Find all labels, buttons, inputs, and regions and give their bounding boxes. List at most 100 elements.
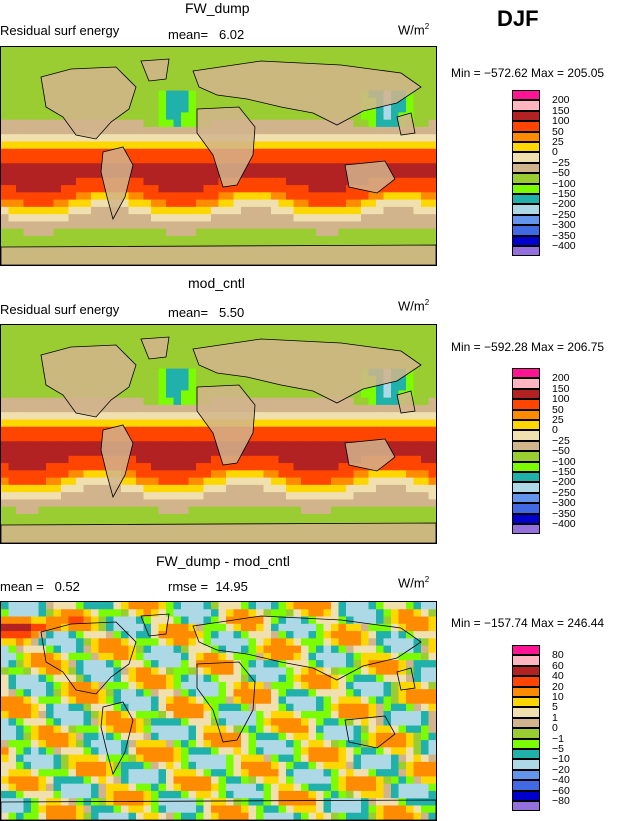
heatmap-cell — [39, 718, 47, 726]
heatmap-cell — [189, 325, 197, 333]
heatmap-cell — [294, 156, 302, 164]
heatmap-cell — [316, 609, 324, 617]
heatmap-cell — [181, 762, 189, 770]
heatmap-cell — [1, 449, 9, 457]
heatmap-cell — [324, 332, 332, 340]
heatmap-cell — [1, 653, 9, 661]
heatmap-cell — [136, 127, 144, 135]
heatmap-cell — [271, 427, 279, 435]
heatmap-cell — [264, 638, 272, 646]
heatmap-cell — [16, 178, 24, 186]
heatmap-cell — [166, 718, 174, 726]
heatmap-cell — [84, 653, 92, 661]
heatmap-cell — [91, 185, 99, 193]
heatmap-cell — [39, 485, 47, 493]
heatmap-cell — [174, 631, 182, 639]
heatmap-cell — [181, 631, 189, 639]
heatmap-cell — [114, 332, 122, 340]
heatmap-cell — [24, 704, 32, 712]
heatmap-cell — [391, 463, 399, 471]
heatmap-cell — [114, 675, 122, 683]
heatmap-cell — [91, 769, 99, 777]
heatmap-cell — [99, 762, 107, 770]
heatmap-cell — [84, 478, 92, 486]
colorbar-tick-label: 0 — [552, 147, 558, 157]
heatmap-cell — [241, 602, 249, 610]
heatmap-cell — [76, 747, 84, 755]
heatmap-cell — [151, 733, 159, 741]
heatmap-cell — [271, 507, 279, 515]
heatmap-cell — [241, 221, 249, 229]
heatmap-cell — [99, 214, 107, 222]
heatmap-cell — [369, 229, 377, 237]
heatmap-cell — [196, 456, 204, 464]
heatmap-cell — [136, 449, 144, 457]
heatmap-cell — [16, 347, 24, 355]
heatmap-cell — [264, 149, 272, 157]
heatmap-cell — [24, 769, 32, 777]
heatmap-cell — [421, 127, 429, 135]
heatmap-cell — [346, 485, 354, 493]
heatmap-cell — [159, 192, 167, 200]
heatmap-cell — [46, 740, 54, 748]
heatmap-cell — [406, 325, 414, 333]
heatmap-cell — [39, 54, 47, 62]
heatmap-cell — [331, 236, 339, 244]
heatmap-cell — [61, 427, 69, 435]
heatmap-cell — [286, 156, 294, 164]
heatmap-cell — [406, 185, 414, 193]
heatmap-cell — [354, 704, 362, 712]
heatmap-cell — [391, 514, 399, 522]
heatmap-cell — [309, 755, 317, 763]
heatmap-cell — [339, 470, 347, 478]
heatmap-cell — [256, 514, 264, 522]
heatmap-cell — [264, 156, 272, 164]
heatmap-cell — [204, 653, 212, 661]
heatmap-cell — [331, 463, 339, 471]
heatmap-cell — [46, 200, 54, 208]
heatmap-cell — [331, 449, 339, 457]
heatmap-cell — [399, 492, 407, 500]
heatmap-cell — [286, 602, 294, 610]
heatmap-cell — [151, 405, 159, 413]
heatmap-cell — [324, 499, 332, 507]
heatmap-cell — [241, 332, 249, 340]
heatmap-cell — [249, 214, 257, 222]
heatmap-cell — [286, 667, 294, 675]
heatmap-cell — [159, 361, 167, 369]
heatmap-cell — [331, 660, 339, 668]
heatmap-cell — [249, 221, 257, 229]
heatmap-cell — [99, 602, 107, 610]
heatmap-cell — [159, 427, 167, 435]
heatmap-cell — [166, 638, 174, 646]
heatmap-cell — [391, 214, 399, 222]
heatmap-cell — [264, 427, 272, 435]
heatmap-cell — [189, 229, 197, 237]
heatmap-cell — [271, 398, 279, 406]
heatmap-cell — [406, 347, 414, 355]
heatmap-cell — [309, 163, 317, 171]
heatmap-cell — [346, 192, 354, 200]
heatmap-cell — [384, 507, 392, 515]
heatmap-cell — [9, 441, 17, 449]
heatmap-cell — [16, 449, 24, 457]
heatmap-cell — [211, 485, 219, 493]
heatmap-cell — [399, 141, 407, 149]
heatmap-cell — [361, 704, 369, 712]
heatmap-cell — [339, 127, 347, 135]
heatmap-cell — [204, 689, 212, 697]
heatmap-cell — [316, 141, 324, 149]
heatmap-cell — [91, 653, 99, 661]
heatmap-cell — [414, 383, 422, 391]
heatmap-cell — [226, 470, 234, 478]
heatmap-cell — [144, 229, 152, 237]
heatmap-cell — [316, 149, 324, 157]
heatmap-cell — [136, 419, 144, 427]
heatmap-cell — [196, 617, 204, 625]
heatmap-cell — [249, 689, 257, 697]
heatmap-cell — [39, 325, 47, 333]
heatmap-cell — [316, 478, 324, 486]
heatmap-cell — [196, 755, 204, 763]
heatmap-cell — [301, 733, 309, 741]
heatmap-cell — [429, 69, 437, 77]
